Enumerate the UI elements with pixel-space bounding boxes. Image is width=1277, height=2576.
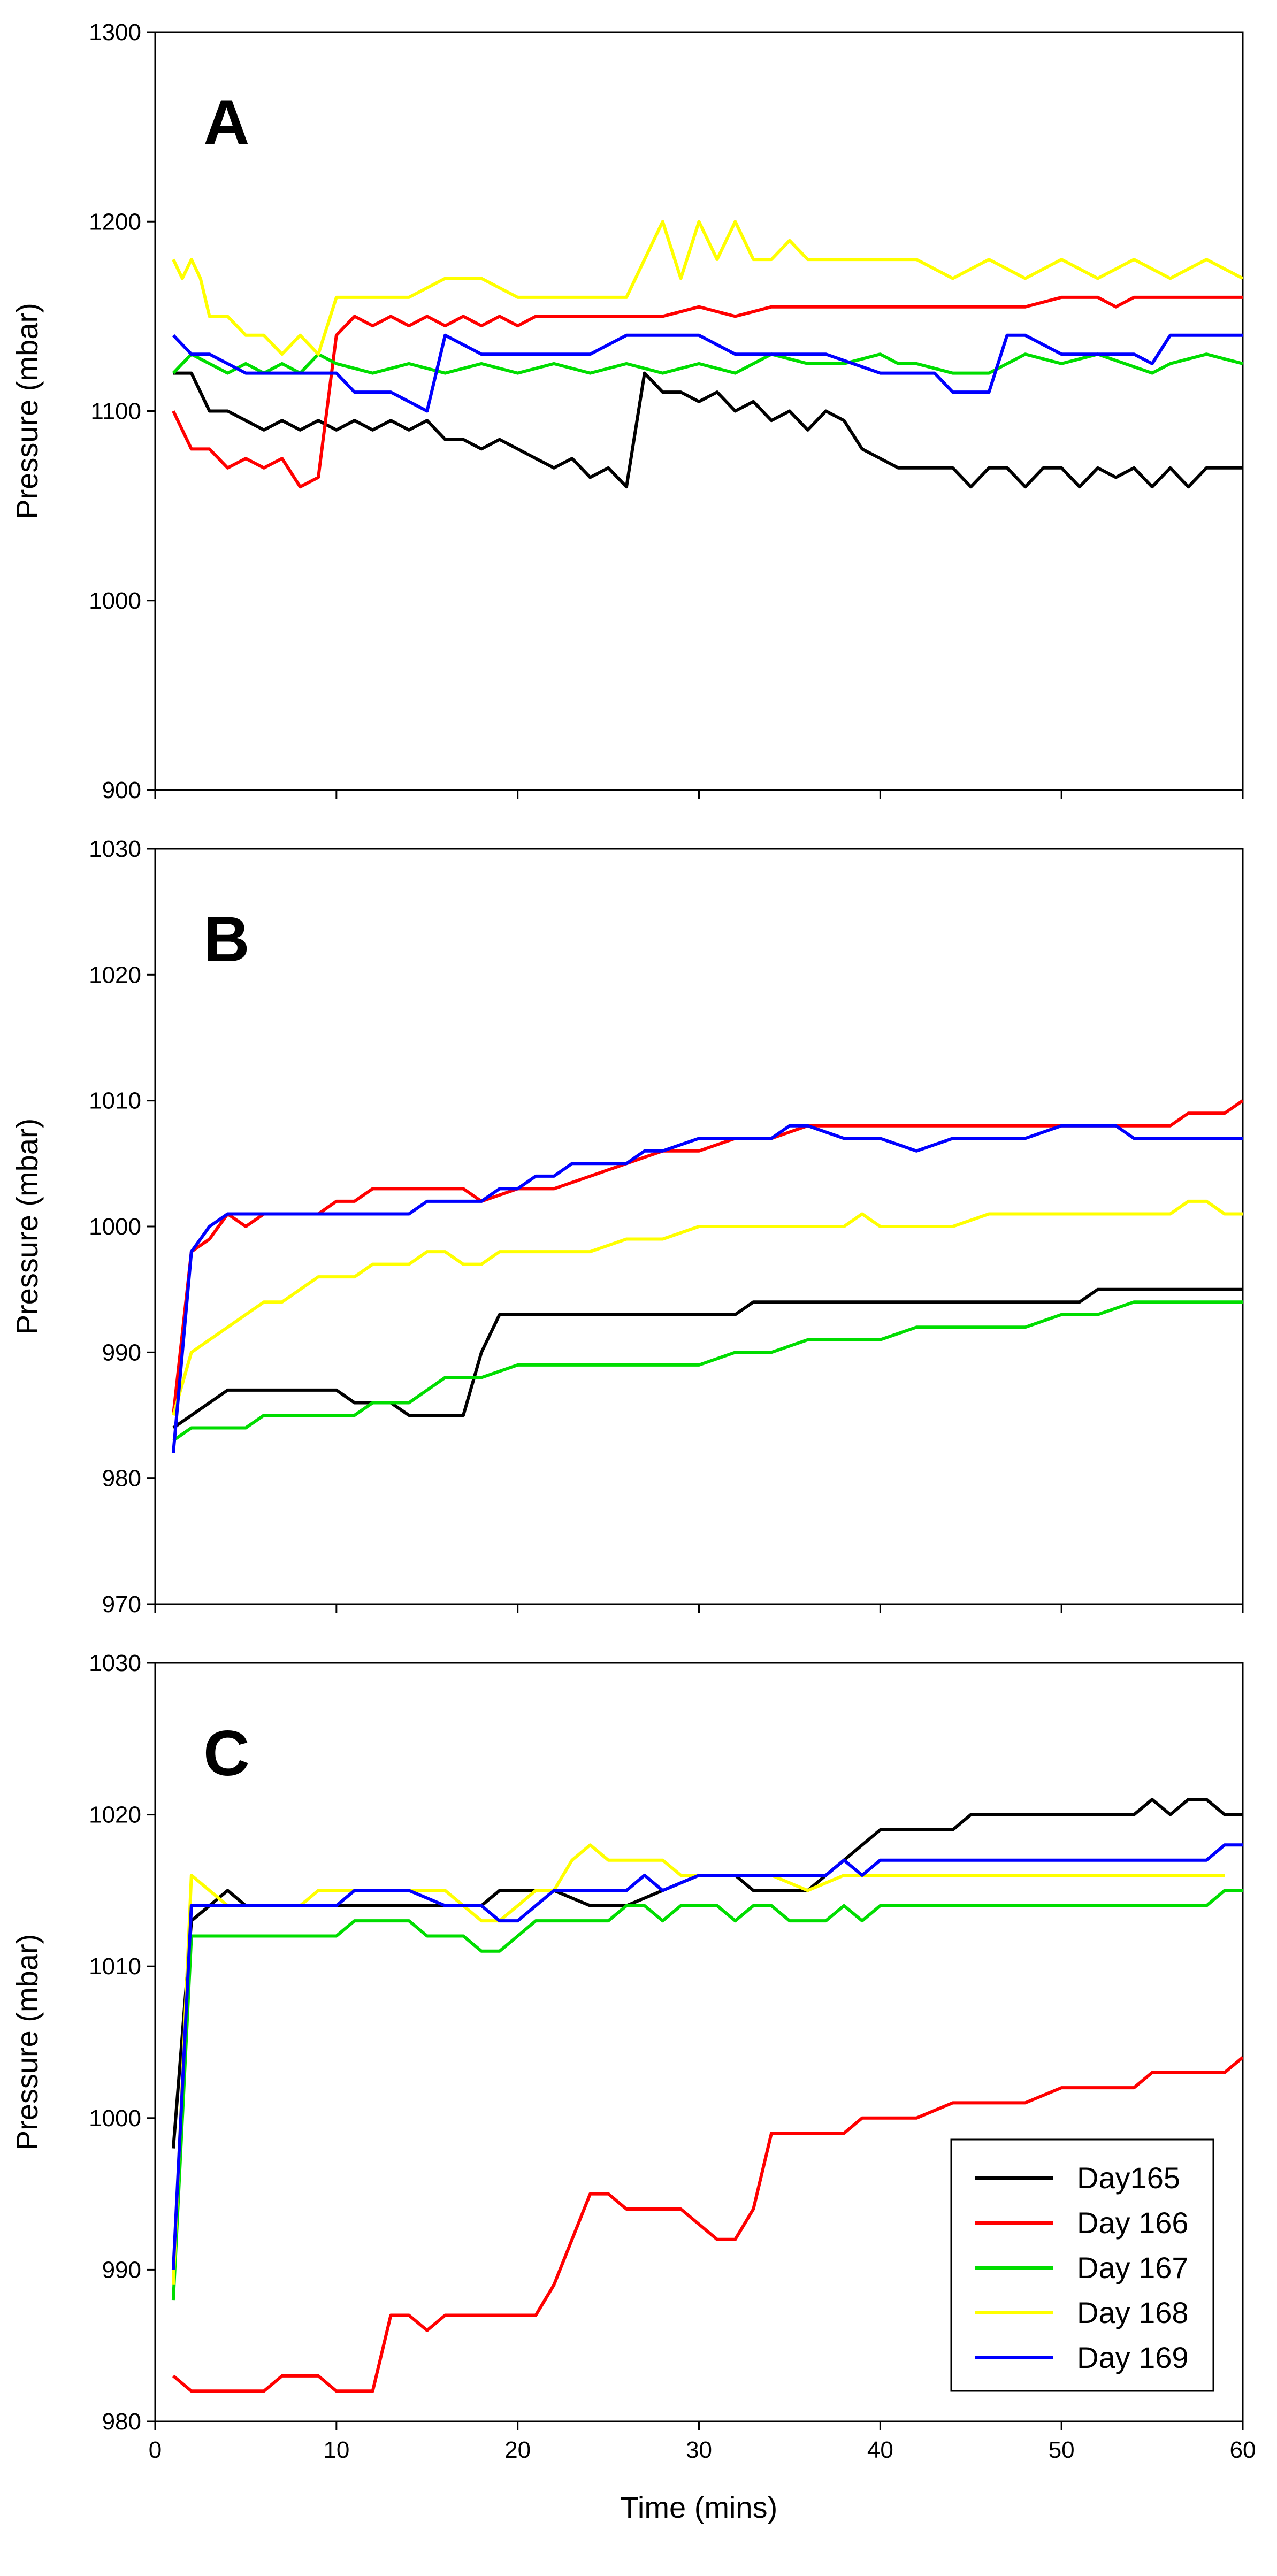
y-tick-label: 990 bbox=[102, 2257, 141, 2283]
y-tick-label: 1100 bbox=[90, 398, 141, 425]
legend-box bbox=[950, 2138, 1214, 2392]
y-tick-label: 1000 bbox=[89, 2105, 141, 2132]
panel-label: B bbox=[203, 903, 250, 975]
y-axis-title: Pressure (mbar) bbox=[10, 1118, 44, 1335]
legend-label: Day 166 bbox=[1077, 2206, 1189, 2240]
y-tick-label: 1010 bbox=[89, 1953, 141, 1980]
y-tick-label: 1030 bbox=[89, 1650, 141, 1676]
panel-label: A bbox=[203, 87, 250, 158]
plot-frame bbox=[154, 31, 1244, 791]
series-line-day-169 bbox=[172, 333, 1243, 413]
y-tick-label: 1000 bbox=[89, 588, 141, 614]
series-line-day165 bbox=[173, 371, 1243, 489]
x-tick-label: 50 bbox=[1049, 2437, 1075, 2463]
y-tick-label: 900 bbox=[102, 777, 141, 803]
x-tick-label: 10 bbox=[323, 2437, 349, 2463]
y-axis-title: Pressure (mbar) bbox=[10, 303, 44, 519]
y-tick-label: 970 bbox=[102, 1591, 141, 1617]
y-tick-label: 1000 bbox=[89, 1214, 141, 1240]
x-axis-title: Time (mins) bbox=[621, 2490, 777, 2524]
y-tick-label: 980 bbox=[102, 2409, 141, 2435]
panel-a: 900 1000 1100 1200 1300 Pressure (mbar) A bbox=[10, 19, 1244, 803]
y-tick-label: 1020 bbox=[89, 1802, 141, 1828]
series-line-day165 bbox=[171, 1798, 1243, 2149]
panel-b: 970 980 990 1000 1010 1020 1030 Pressure (mbar)… bbox=[10, 836, 1244, 1617]
series-line-day-168 bbox=[172, 220, 1243, 356]
series-line-day165 bbox=[172, 1287, 1243, 1429]
series-line-day-166 bbox=[172, 295, 1243, 489]
legend: Day165 Day 166 Day 167 Day 168 Day 169 bbox=[950, 2138, 1214, 2392]
series-line-day-168 bbox=[171, 1843, 1225, 2285]
series-line-day-167 bbox=[172, 352, 1243, 375]
x-tick-label: 0 bbox=[149, 2437, 162, 2463]
series-line-day-169 bbox=[171, 1124, 1243, 1453]
x-tick-label: 40 bbox=[867, 2437, 893, 2463]
y-tick-label: 1010 bbox=[89, 1088, 141, 1114]
legend-label: Day 167 bbox=[1077, 2251, 1189, 2284]
legend-label: Day 169 bbox=[1077, 2341, 1189, 2374]
series-line-day-168 bbox=[172, 1199, 1243, 1416]
y-tick-label: 1300 bbox=[89, 19, 141, 45]
y-tick-label: 980 bbox=[102, 1466, 141, 1492]
legend-label: Day165 bbox=[1077, 2161, 1180, 2195]
series-line-day-167 bbox=[171, 1889, 1243, 2301]
y-tick-label: 1030 bbox=[89, 836, 141, 862]
y-tick-label: 1200 bbox=[89, 209, 141, 235]
series-line-day-169 bbox=[171, 1843, 1243, 2270]
x-tick-label: 60 bbox=[1230, 2437, 1256, 2463]
y-tick-label: 990 bbox=[102, 1339, 141, 1366]
x-tick-label: 30 bbox=[686, 2437, 712, 2463]
x-tick-label: 20 bbox=[504, 2437, 531, 2463]
y-axis-title: Pressure (mbar) bbox=[10, 1934, 44, 2151]
legend-label: Day 168 bbox=[1077, 2296, 1189, 2329]
series-line-day-166 bbox=[172, 2056, 1243, 2393]
y-tick-label: 1020 bbox=[89, 962, 141, 988]
series-line-day-167 bbox=[172, 1300, 1243, 1442]
series-line-day-166 bbox=[171, 1099, 1243, 1416]
panel-label: C bbox=[203, 1718, 250, 1789]
